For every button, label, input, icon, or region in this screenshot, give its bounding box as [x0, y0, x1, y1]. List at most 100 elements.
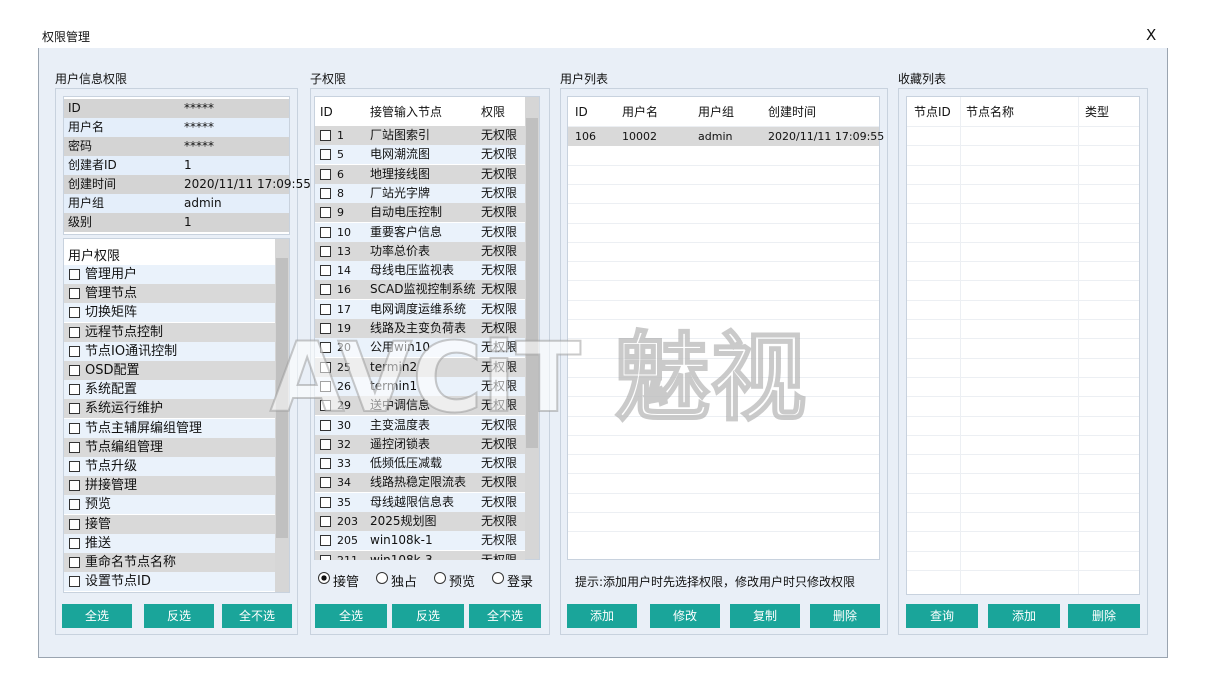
cell: termin2: [370, 359, 418, 374]
button[interactable]: 修改: [650, 604, 720, 628]
checkbox[interactable]: [320, 419, 331, 431]
row: [315, 126, 525, 145]
button[interactable]: 全选: [62, 604, 132, 628]
checkbox[interactable]: [69, 441, 80, 453]
grid-line: [907, 338, 1139, 340]
cell: 公用win10: [370, 340, 431, 355]
grid-line: [907, 164, 1139, 166]
radio[interactable]: [434, 572, 446, 584]
list-header: 用户权限: [68, 249, 121, 264]
checkbox[interactable]: [69, 461, 80, 472]
checkbox[interactable]: [69, 345, 80, 357]
checkbox[interactable]: [69, 557, 80, 568]
checkbox[interactable]: [69, 307, 80, 319]
cell: 26: [337, 379, 351, 393]
cell: 用户名: [68, 120, 105, 134]
cell: 级别: [68, 215, 93, 229]
radio[interactable]: [492, 572, 504, 584]
checkbox[interactable]: [320, 130, 331, 141]
checkbox[interactable]: [320, 380, 331, 392]
grid-line: [568, 376, 879, 378]
checkbox[interactable]: [320, 361, 331, 373]
cell: 205: [337, 534, 358, 548]
checkbox[interactable]: [69, 422, 80, 434]
cell: 用户组: [68, 196, 105, 210]
close-button[interactable]: X: [1146, 26, 1157, 44]
cell: 19: [337, 322, 351, 335]
checkbox[interactable]: [69, 326, 80, 338]
cell: 无权限: [481, 224, 518, 239]
checkbox[interactable]: [320, 284, 331, 296]
cell: 29: [337, 399, 351, 413]
checkbox[interactable]: [320, 516, 331, 527]
checkbox[interactable]: [320, 438, 331, 450]
checkbox[interactable]: [69, 518, 80, 530]
button[interactable]: 添加: [988, 604, 1060, 628]
checkbox[interactable]: [320, 207, 331, 219]
checkbox[interactable]: [320, 400, 331, 412]
row: [315, 338, 525, 358]
checkbox[interactable]: [69, 288, 80, 300]
radio[interactable]: [318, 572, 330, 584]
checkbox[interactable]: [69, 499, 80, 511]
checkbox[interactable]: [320, 265, 331, 277]
row: [315, 434, 525, 454]
perm-label: 重命名节点名称: [85, 555, 177, 570]
button[interactable]: 查询: [906, 604, 978, 628]
checkbox[interactable]: [69, 384, 80, 396]
cell: 35: [337, 495, 351, 509]
grid-line: [1078, 97, 1079, 594]
perm-label: 节点主辅屏编组管理: [85, 420, 203, 436]
checkbox[interactable]: [69, 576, 80, 588]
button[interactable]: 全选: [315, 604, 387, 628]
checkbox[interactable]: [69, 537, 80, 549]
cell: admin: [184, 196, 222, 210]
radio[interactable]: [376, 572, 388, 584]
button[interactable]: 全不选: [469, 604, 541, 628]
button[interactable]: 反选: [392, 604, 464, 628]
cell: ID: [68, 101, 81, 115]
cell: 9: [337, 206, 344, 220]
checkbox[interactable]: [320, 477, 331, 489]
button[interactable]: 复制: [730, 604, 800, 628]
checkbox[interactable]: [320, 245, 331, 257]
scroll-thumb: [276, 258, 288, 538]
cell: 无权限: [481, 147, 518, 162]
button[interactable]: 删除: [1068, 604, 1140, 628]
grid-line: [568, 183, 879, 185]
row: [64, 156, 289, 175]
button[interactable]: 反选: [144, 604, 214, 628]
row: [64, 137, 289, 156]
button[interactable]: 删除: [810, 604, 880, 628]
checkbox[interactable]: [320, 342, 331, 354]
checkbox[interactable]: [320, 535, 331, 547]
perm-label: OSD配置: [85, 363, 140, 378]
cell: 16: [337, 283, 351, 297]
checkbox[interactable]: [320, 149, 331, 161]
cell: *****: [184, 139, 214, 153]
checkbox[interactable]: [320, 187, 331, 199]
row: [315, 319, 525, 338]
checkbox[interactable]: [69, 365, 80, 376]
grid-line: [568, 357, 879, 359]
row: [64, 380, 275, 400]
row: [64, 437, 275, 457]
cell: 主变温度表: [370, 417, 431, 432]
row: [315, 376, 525, 396]
checkbox[interactable]: [320, 496, 331, 508]
row: [315, 473, 525, 493]
mask: [314, 560, 540, 574]
checkbox[interactable]: [69, 480, 80, 492]
cell: 10002: [622, 130, 657, 143]
checkbox[interactable]: [69, 269, 80, 280]
checkbox[interactable]: [69, 403, 80, 415]
checkbox[interactable]: [320, 168, 331, 180]
cell: 厂站光字牌: [370, 185, 431, 200]
button[interactable]: 全不选: [222, 604, 292, 628]
button[interactable]: 添加: [567, 604, 637, 628]
checkbox[interactable]: [320, 458, 331, 470]
checkbox[interactable]: [320, 226, 331, 238]
checkbox[interactable]: [320, 303, 331, 315]
cell: 低频低压减载: [370, 456, 443, 471]
checkbox[interactable]: [320, 323, 331, 334]
